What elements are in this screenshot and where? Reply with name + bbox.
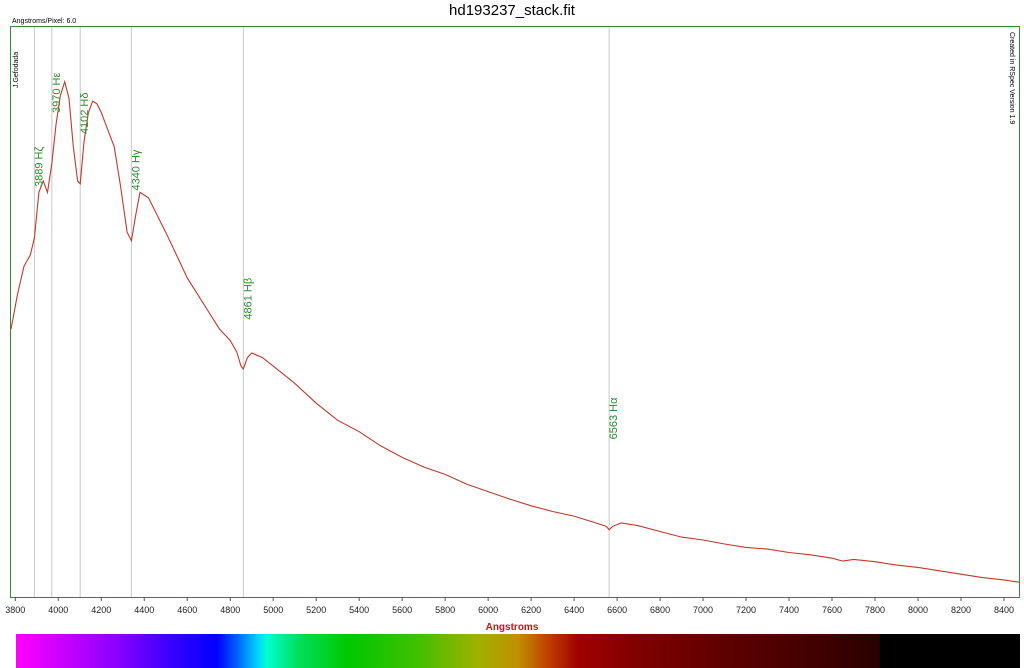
line-label-3: 4340 Hγ — [130, 149, 142, 190]
x-tick-label-17: 7200 — [736, 605, 756, 615]
x-axis: 3800 4000 4200 4400 4600 4800 5000 5200 5400 5600… — [5, 597, 1014, 615]
x-tick-label-1: 4000 — [48, 605, 68, 615]
x-tick-label-19: 7600 — [822, 605, 842, 615]
x-tick-label-7: 5200 — [306, 605, 326, 615]
x-tick-label-21: 8000 — [908, 605, 928, 615]
dispersion-label: Angstroms/Pixel: 6.0 — [12, 18, 77, 25]
x-tick-label-22: 8200 — [951, 605, 971, 615]
plot-area — [10, 26, 1020, 598]
x-tick-label-12: 6200 — [521, 605, 541, 615]
x-tick-label-6: 5000 — [263, 605, 283, 615]
chart-title: hd193237_stack.fit — [449, 2, 575, 19]
line-label-2: 4102 Hδ — [79, 93, 91, 135]
x-tick-label-5: 4800 — [220, 605, 240, 615]
x-axis-label: Angstroms — [485, 622, 539, 633]
line-labels: 3889 Hζ 3970 Hε 4102 Hδ 4340 Hγ 4861 Hβ 6563 … — [33, 73, 620, 440]
x-tick-label-10: 5800 — [435, 605, 455, 615]
line-label-4: 4861 Hβ — [242, 278, 254, 320]
x-tick-label-23: 8400 — [994, 605, 1014, 615]
x-tick-label-0: 3800 — [5, 605, 25, 615]
x-tick-label-3: 4400 — [134, 605, 154, 615]
line-label-1: 3970 Hε — [51, 73, 63, 113]
x-tick-label-8: 5400 — [349, 605, 369, 615]
x-tick-label-20: 7800 — [865, 605, 885, 615]
line-label-5: 6563 Hα — [608, 397, 620, 439]
line-label-0: 3889 Hζ — [33, 147, 45, 187]
spectrum-line-0 — [10, 79, 1020, 583]
x-tick-label-16: 7000 — [693, 605, 713, 615]
x-tick-label-9: 5600 — [392, 605, 412, 615]
x-tick-label-18: 7400 — [779, 605, 799, 615]
x-tick-label-2: 4200 — [91, 605, 111, 615]
x-tick-label-11: 6000 — [478, 605, 498, 615]
x-tick-label-13: 6400 — [564, 605, 584, 615]
x-tick-label-14: 6600 — [607, 605, 627, 615]
spectrum-series — [10, 79, 1020, 583]
color-spectrum-strip — [16, 634, 1020, 668]
reference-lines — [33, 27, 610, 597]
x-tick-label-4: 4600 — [177, 605, 197, 615]
x-tick-label-15: 6800 — [650, 605, 670, 615]
